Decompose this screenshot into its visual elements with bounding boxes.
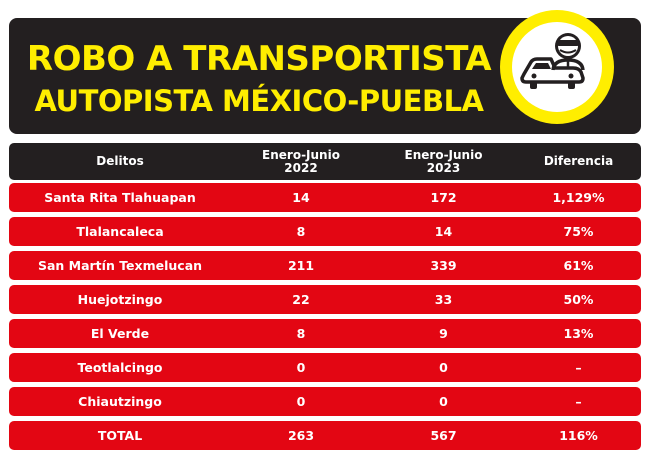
- cell-diferencia: –: [575, 360, 582, 375]
- cell-delito: TOTAL: [97, 428, 143, 443]
- table-header: Delitos Enero-Junio 2022 Enero-Junio 202…: [9, 143, 641, 180]
- car-thief-badge: [500, 10, 614, 124]
- cell-diferencia: –: [575, 394, 582, 409]
- table-row-total: TOTAL 263 567 116%: [9, 421, 641, 450]
- cell-2022: 0: [296, 394, 306, 409]
- cell-2023: 0: [439, 394, 448, 409]
- table-row: Huejotzingo 22 33 50%: [9, 285, 641, 314]
- cell-2023: 339: [430, 258, 457, 273]
- table-row: San Martín Texmelucan 211 339 61%: [9, 251, 641, 280]
- title-line-2: AUTOPISTA MÉXICO-PUEBLA: [34, 84, 484, 118]
- cell-delito: San Martín Texmelucan: [37, 258, 203, 273]
- column-header-2023: Enero-Junio 2023: [404, 147, 483, 175]
- cell-diferencia: 1,129%: [552, 190, 605, 205]
- cell-delito: Santa Rita Tlahuapan: [44, 190, 196, 205]
- cell-delito: Tlalancaleca: [76, 224, 164, 239]
- cell-diferencia: 116%: [559, 428, 598, 443]
- table-row: Tlalancaleca 8 14 75%: [9, 217, 641, 246]
- cell-diferencia: 75%: [563, 224, 594, 239]
- cell-2022: 8: [296, 224, 306, 239]
- cell-2023: 0: [439, 360, 448, 375]
- cell-diferencia: 50%: [563, 292, 594, 307]
- cell-2022: 0: [296, 360, 306, 375]
- cell-2023: 14: [434, 224, 453, 239]
- cell-delito: El Verde: [90, 326, 150, 341]
- cell-2022: 8: [296, 326, 306, 341]
- column-header-diferencia: Diferencia: [543, 154, 614, 168]
- column-header-2022: Enero-Junio 2022: [262, 147, 340, 175]
- table-row: Chiautzingo 0 0 –: [9, 387, 641, 416]
- title-line-1: ROBO A TRANSPORTISTA: [26, 39, 492, 79]
- cell-delito: Teotlalcingo: [77, 360, 163, 375]
- cell-2023: 567: [430, 428, 457, 443]
- cell-2022: 14: [292, 190, 310, 205]
- cell-2023: 172: [430, 190, 457, 205]
- cell-2022: 22: [292, 292, 310, 307]
- car-with-thief-icon: [520, 33, 585, 89]
- cell-diferencia: 13%: [563, 326, 594, 341]
- cell-delito: Huejotzingo: [77, 292, 163, 307]
- cell-2023: 33: [434, 292, 453, 307]
- column-header-delitos: Delitos: [96, 154, 144, 168]
- table-row: Santa Rita Tlahuapan 14 172 1,129%: [9, 183, 641, 212]
- cell-delito: Chiautzingo: [78, 394, 162, 409]
- table-row: Teotlalcingo 0 0 –: [9, 353, 641, 382]
- cell-2023: 9: [439, 326, 448, 341]
- cell-diferencia: 61%: [563, 258, 594, 273]
- cell-2022: 211: [287, 258, 315, 273]
- table-row: El Verde 8 9 13%: [9, 319, 641, 348]
- cell-2022: 263: [287, 428, 315, 443]
